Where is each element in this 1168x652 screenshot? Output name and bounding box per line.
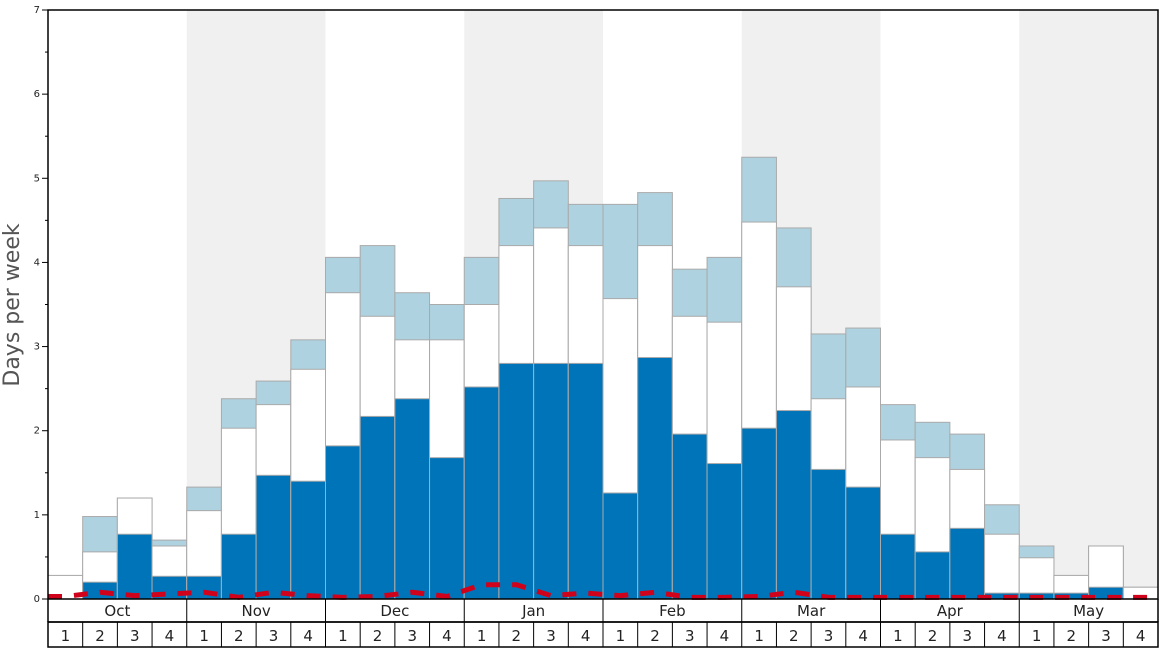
bar-dark-blue — [116, 533, 153, 600]
week-label: 1 — [1032, 627, 1042, 645]
y-tick-label: 7 — [34, 5, 40, 16]
dashed-average-line — [48, 582, 1158, 600]
week-label: 1 — [338, 627, 348, 645]
month-label: Feb — [659, 602, 686, 620]
week-label: 4 — [997, 627, 1007, 645]
month-label: Jan — [521, 602, 545, 620]
week-label: 2 — [650, 627, 660, 645]
bar-dark-blue — [706, 463, 743, 600]
month-label: Mar — [797, 602, 826, 620]
bar-dark-blue — [463, 386, 500, 600]
bar-dark-blue — [671, 433, 708, 600]
y-tick-label: 5 — [34, 173, 40, 184]
bar-white — [984, 533, 1020, 600]
bar-dark-blue — [567, 362, 604, 600]
week-label: 1 — [477, 627, 487, 645]
week-label: 3 — [269, 627, 279, 645]
week-label: 4 — [165, 627, 175, 645]
bar-dark-blue — [325, 445, 361, 600]
week-label: 3 — [962, 627, 972, 645]
bar-dark-blue — [810, 468, 847, 600]
bar-dark-blue — [880, 533, 916, 600]
month-label: Nov — [241, 602, 270, 620]
week-label: 2 — [928, 627, 938, 645]
y-tick-label: 4 — [34, 257, 40, 268]
week-label: 3 — [824, 627, 834, 645]
bar-dark-blue — [359, 415, 396, 600]
week-label: 2 — [512, 627, 522, 645]
month-label: Dec — [380, 602, 409, 620]
week-label: 1 — [61, 627, 71, 645]
bar-dark-blue — [637, 357, 673, 600]
week-label: 4 — [720, 627, 730, 645]
week-label: 2 — [1067, 627, 1077, 645]
bar-dark-blue — [290, 480, 326, 600]
bar-dark-blue — [602, 492, 639, 600]
week-label: 3 — [685, 627, 695, 645]
bar-dark-blue — [255, 474, 292, 600]
week-label: 1 — [616, 627, 626, 645]
week-label: 4 — [303, 627, 313, 645]
week-label: 4 — [581, 627, 591, 645]
bar-dark-blue — [394, 398, 431, 600]
week-label: 1 — [893, 627, 903, 645]
bar-dark-blue — [914, 551, 951, 600]
week-label: 4 — [442, 627, 452, 645]
bar-dark-blue — [498, 362, 535, 600]
month-label: May — [1073, 602, 1104, 620]
bar-dark-blue — [741, 427, 777, 600]
week-label: 3 — [130, 627, 140, 645]
y-tick-label: 6 — [34, 89, 40, 100]
y-tick-label: 3 — [34, 342, 40, 353]
bar-dark-blue — [949, 527, 986, 600]
week-label: 3 — [1101, 627, 1111, 645]
week-label: 4 — [858, 627, 868, 645]
y-tick-label: 0 — [34, 594, 40, 605]
month-label: Oct — [104, 602, 130, 620]
bar-dark-blue — [533, 362, 569, 600]
month-label: Apr — [937, 602, 964, 620]
bar-dark-blue — [429, 457, 465, 600]
week-label: 4 — [1136, 627, 1146, 645]
week-label: 3 — [407, 627, 417, 645]
week-label: 3 — [546, 627, 556, 645]
month-band-shade — [1019, 10, 1158, 599]
y-tick-label: 2 — [34, 426, 40, 437]
week-label: 1 — [199, 627, 209, 645]
bar-dark-blue — [845, 486, 881, 600]
y-axis-label: Days per week — [0, 223, 25, 386]
week-label: 2 — [789, 627, 799, 645]
bar-dark-blue — [220, 533, 257, 600]
y-tick-label: 1 — [34, 510, 40, 521]
week-label: 1 — [754, 627, 764, 645]
week-label: 2 — [234, 627, 244, 645]
bar-white — [1018, 557, 1055, 600]
week-label: 2 — [373, 627, 383, 645]
week-label: 2 — [95, 627, 105, 645]
bar-dark-blue — [775, 410, 812, 600]
